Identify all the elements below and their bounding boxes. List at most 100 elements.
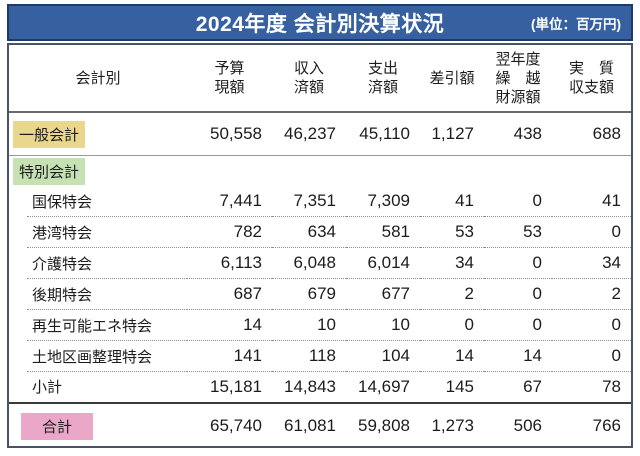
row-label-cell: 一般会計 [9,112,187,156]
row-label: 再生可能エネ特会 [32,317,153,335]
row-subtotal: 小計 15,181 14,843 14,697 145 67 78 [9,372,631,404]
row-label: 小計 [32,379,63,397]
cell-kaigo-carryover: 0 [484,247,552,279]
col-header-line: 収入 [293,60,324,77]
cell-total-budget: 65,740 [187,402,272,446]
cell-saisei-balance: 0 [420,309,484,341]
cell-general-balance: 1,127 [420,112,484,156]
special-account-badge: 特別会計 [13,157,86,185]
row-kowan: 港湾特会 782 634 581 53 53 0 [9,216,631,248]
row-label: 国保特会 [32,193,93,211]
cell-total-carryover: 506 [484,402,552,446]
cell-kowan-net: 0 [552,216,631,248]
cell-general-net: 688 [552,112,631,156]
cell-total-net: 766 [552,402,631,446]
row-label: 土地区画整理特会 [32,348,153,366]
cell-subtotal-expenditure: 14,697 [358,377,410,396]
row-label-cell: 土地区画整理特会 [9,341,187,372]
row-saisei-ene: 再生可能エネ特会 14 10 10 0 0 0 [9,309,631,341]
col-header-budget: 予算 現額 [187,45,272,113]
cell-subtotal-revenue: 14,843 [284,377,336,396]
cell-kouki-net: 2 [552,278,631,310]
cell-tochi-expenditure: 104 [346,340,420,372]
row-label-cell: 合計 [9,402,187,446]
row-label-cell: 介護特会 [9,248,187,279]
row-label-cell: 小計 [9,372,187,404]
cell-kokuho-expenditure: 7,309 [346,186,420,217]
cell-tochi-revenue: 118 [272,340,346,372]
cell-kaigo-net: 34 [552,247,631,279]
cell-kouki-budget: 687 [187,278,272,310]
col-header-line: 収支額 [568,79,614,96]
cell-kaigo-revenue: 6,048 [272,247,346,279]
col-header-line: 済額 [367,79,398,96]
col-header-balance: 差引額 [420,45,484,113]
cell-kokuho-budget: 7,441 [187,186,272,217]
table-header-row: 会計別 予算 現額 収入 済額 支出 済額 差引額 翌年度 [9,45,631,113]
cell-kaigo-balance: 34 [420,247,484,279]
cell-kowan-balance: 53 [420,216,484,248]
col-header-line: 会計別 [75,69,121,87]
cell-general-expenditure: 45,110 [346,112,420,156]
row-kouki: 後期特会 687 679 677 2 0 2 [9,278,631,310]
cell-saisei-net: 0 [552,309,631,341]
row-label-cell: 再生可能エネ特会 [9,310,187,341]
page-title: 2024年度 会計別決算状況 [195,12,445,36]
cell-saisei-carryover: 0 [484,309,552,341]
title-band: 2024年度 会計別決算状況 (単位：百万円) [7,4,633,41]
col-header-expenditure: 支出 済額 [346,45,420,113]
col-header-line: 財源額 [495,88,541,106]
cell-saisei-budget: 14 [187,309,272,341]
row-tochi-kukaku: 土地区画整理特会 141 118 104 14 14 0 [9,340,631,372]
row-total: 合計 65,740 61,081 59,808 1,273 506 766 [9,402,631,446]
cell-kouki-expenditure: 677 [346,278,420,310]
row-label: 港湾特会 [32,224,93,242]
cell-kokuho-revenue: 7,351 [272,186,346,217]
row-label: 介護特会 [32,255,93,273]
row-label-cell: 特別会計 [9,156,187,187]
cell-tochi-net: 0 [552,340,631,372]
cell-subtotal-balance: 145 [445,377,474,396]
cell-total-expenditure: 59,808 [346,402,420,446]
col-header-account: 会計別 [9,45,187,113]
row-special-account-header: 特別会計 [9,156,631,187]
row-kokuho: 国保特会 7,441 7,351 7,309 41 0 41 [9,186,631,217]
cell-general-revenue: 46,237 [272,112,346,156]
cell-saisei-revenue: 10 [272,309,346,341]
cell-kouki-balance: 2 [420,278,484,310]
row-general-account: 一般会計 50,558 46,237 45,110 1,127 438 688 [9,112,631,156]
cell-kowan-carryover: 53 [484,216,552,248]
cell-general-carryover: 438 [484,112,552,156]
cell-kokuho-balance: 41 [420,186,484,217]
cell-tochi-budget: 141 [187,340,272,372]
cell-general-budget: 50,558 [187,112,272,156]
row-label-cell: 国保特会 [9,186,187,217]
cell-kowan-expenditure: 581 [346,216,420,248]
col-header-revenue: 収入 済額 [272,45,346,113]
col-header-net: 実 質 収支額 [552,45,631,113]
col-header-carryover: 翌年度 繰 越 財源額 [484,45,552,113]
total-badge: 合計 [21,412,93,440]
row-kaigo: 介護特会 6,113 6,048 6,014 34 0 34 [9,247,631,279]
cell-kouki-carryover: 0 [484,278,552,310]
cell-total-revenue: 61,081 [272,402,346,446]
cell-total-balance: 1,273 [420,402,484,446]
cell-tochi-balance: 14 [420,340,484,372]
col-header-line: 翌年度 [495,50,541,68]
cell-kaigo-budget: 6,113 [187,247,272,279]
col-header-line: 繰 越 [495,69,541,87]
cell-kowan-revenue: 634 [272,216,346,248]
cell-tochi-carryover: 14 [484,340,552,372]
cell-kouki-revenue: 679 [272,278,346,310]
col-header-line: 差引額 [429,69,475,87]
cell-subtotal-net: 78 [602,377,621,396]
cell-subtotal-budget: 15,181 [210,377,262,396]
cell-kowan-budget: 782 [187,216,272,248]
col-header-line: 現額 [214,79,245,96]
row-label: 後期特会 [32,286,93,304]
col-header-line: 済額 [293,79,324,96]
cell-kokuho-carryover: 0 [484,186,552,217]
col-header-line: 支出 [367,60,398,77]
col-header-line: 予算 [214,60,245,77]
cell-subtotal-carryover: 67 [523,377,542,396]
